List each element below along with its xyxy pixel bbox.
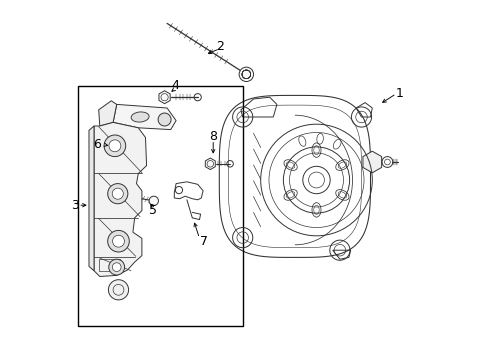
Bar xyxy=(99,259,120,271)
Polygon shape xyxy=(113,104,176,130)
Circle shape xyxy=(104,135,125,157)
Text: 7: 7 xyxy=(200,235,208,248)
Circle shape xyxy=(239,67,253,81)
Text: 2: 2 xyxy=(216,40,224,53)
Polygon shape xyxy=(99,101,117,126)
Circle shape xyxy=(112,188,123,199)
Polygon shape xyxy=(94,122,146,276)
Text: 1: 1 xyxy=(395,87,403,100)
Text: 5: 5 xyxy=(148,204,156,217)
Circle shape xyxy=(112,235,124,247)
Text: 8: 8 xyxy=(209,130,217,143)
Circle shape xyxy=(109,140,121,152)
Circle shape xyxy=(107,230,129,252)
Circle shape xyxy=(112,263,121,271)
Circle shape xyxy=(108,259,124,275)
Polygon shape xyxy=(205,158,215,170)
Circle shape xyxy=(108,280,128,300)
Bar xyxy=(78,86,242,326)
Text: 4: 4 xyxy=(171,79,179,92)
Circle shape xyxy=(107,184,127,204)
Circle shape xyxy=(158,113,171,126)
Polygon shape xyxy=(89,126,94,271)
Text: 6: 6 xyxy=(93,138,101,150)
Ellipse shape xyxy=(131,112,149,122)
Text: 3: 3 xyxy=(70,199,79,212)
Polygon shape xyxy=(362,151,381,173)
Circle shape xyxy=(149,196,158,206)
Polygon shape xyxy=(159,91,170,104)
